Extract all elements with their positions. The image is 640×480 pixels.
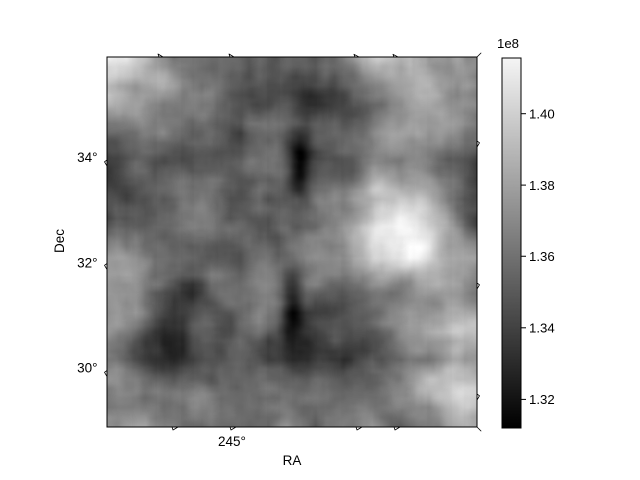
svg-text:Dec: Dec xyxy=(52,229,67,253)
svg-text:1.36: 1.36 xyxy=(529,249,555,264)
svg-text:1e8: 1e8 xyxy=(497,36,519,51)
svg-text:1.40: 1.40 xyxy=(529,107,555,122)
svg-text:1.38: 1.38 xyxy=(529,178,555,193)
svg-text:30°: 30° xyxy=(77,361,97,376)
svg-text:32°: 32° xyxy=(77,256,97,271)
svg-text:34°: 34° xyxy=(77,150,97,165)
svg-text:245°: 245° xyxy=(218,434,246,449)
svg-text:RA: RA xyxy=(283,453,302,468)
svg-text:1.34: 1.34 xyxy=(529,321,555,336)
svg-text:1.32: 1.32 xyxy=(529,392,555,407)
